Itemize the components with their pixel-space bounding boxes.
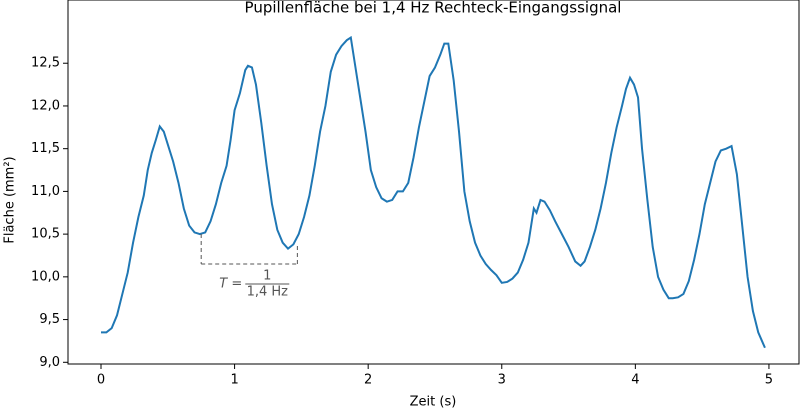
x-axis-label: Zeit (s) xyxy=(410,395,457,410)
x-tick-label: 3 xyxy=(498,373,506,388)
x-tick-label: 0 xyxy=(97,373,105,388)
y-tick-label: 12,5 xyxy=(31,56,60,71)
x-tick-label: 5 xyxy=(765,373,773,388)
annotation-text: T = xyxy=(219,277,242,292)
y-tick-label: 10,0 xyxy=(31,269,60,284)
y-tick-label: 9,5 xyxy=(39,312,60,327)
y-tick-label: 9,0 xyxy=(39,355,60,370)
annotation-numerator: 1 xyxy=(263,269,271,284)
x-tick-label: 1 xyxy=(230,373,238,388)
annotation-denominator: 1,4 Hz xyxy=(247,285,289,300)
y-tick-label: 11,5 xyxy=(31,141,60,156)
plot-frame xyxy=(67,0,800,365)
chart-title: Pupillenfläche bei 1,4 Hz Rechteck-Einga… xyxy=(245,0,622,17)
y-tick-label: 11,0 xyxy=(31,184,60,199)
y-axis-label: Fläche (mm²) xyxy=(3,156,18,243)
y-tick-label: 10,5 xyxy=(31,227,60,242)
y-tick-label: 12,0 xyxy=(31,98,60,113)
x-tick-label: 2 xyxy=(364,373,372,388)
x-tick-label: 4 xyxy=(631,373,639,388)
data-line xyxy=(100,35,766,349)
